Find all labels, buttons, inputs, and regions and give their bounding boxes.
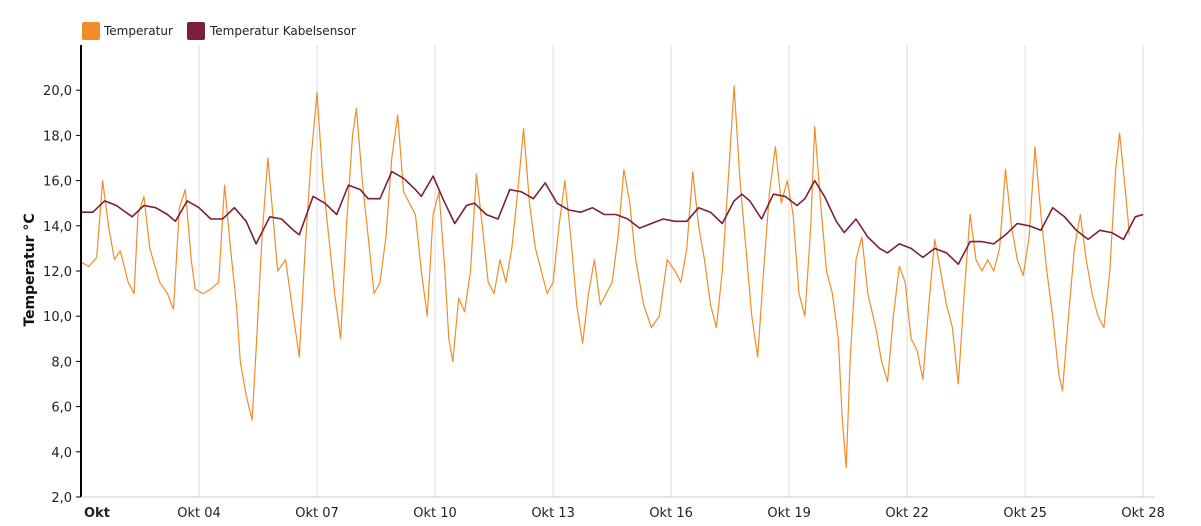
gridlines (198, 45, 1144, 497)
legend-label-kabelsensor: Temperatur Kabelsensor (209, 24, 356, 38)
x-tick-label: Okt 13 (531, 506, 575, 521)
legend-swatch-temperatur (82, 22, 100, 40)
series-line-temperatur[interactable] (80, 85, 1130, 469)
series-layer (80, 85, 1144, 469)
legend-item-kabelsensor[interactable]: Temperatur Kabelsensor (187, 22, 356, 40)
x-tick-label: Okt 25 (1003, 506, 1047, 521)
legend-swatch-kabelsensor (187, 22, 205, 40)
axes: 2,0 4,0 6,0 8,0 10,0 12,0 14,0 16,0 18,0 20,0 Okt O… (43, 45, 1165, 521)
x-tick-label: Okt (84, 506, 110, 521)
y-axis-label: Temperatur °C (22, 213, 38, 326)
y-tick-label: 20,0 (43, 84, 72, 99)
y-tick-label: 4,0 (51, 446, 72, 461)
y-tick-label: 10,0 (43, 310, 72, 325)
y-tick-label: 14,0 (43, 220, 72, 235)
x-tick-label: Okt 16 (649, 506, 693, 521)
series-line-kabelsensor[interactable] (81, 170, 1144, 265)
y-tick-label: 6,0 (51, 401, 72, 416)
y-tick-label: 18,0 (43, 129, 72, 144)
legend-label-temperatur: Temperatur (103, 24, 173, 38)
legend-item-temperatur[interactable]: Temperatur (82, 22, 173, 40)
x-tick-label: Okt 28 (1121, 506, 1165, 521)
y-tick-label: 12,0 (43, 265, 72, 280)
x-tick-label: Okt 19 (767, 506, 811, 521)
x-tick-label: Okt 07 (295, 506, 339, 521)
y-tick-label: 16,0 (43, 175, 72, 190)
legend: Temperatur Temperatur Kabelsensor (82, 22, 356, 40)
y-tick-label: 2,0 (51, 491, 72, 506)
x-tick-label: Okt 22 (885, 506, 929, 521)
x-tick-label: Okt 04 (177, 506, 221, 521)
y-tick-label: 8,0 (51, 355, 72, 370)
x-tick-label: Okt 10 (413, 506, 457, 521)
